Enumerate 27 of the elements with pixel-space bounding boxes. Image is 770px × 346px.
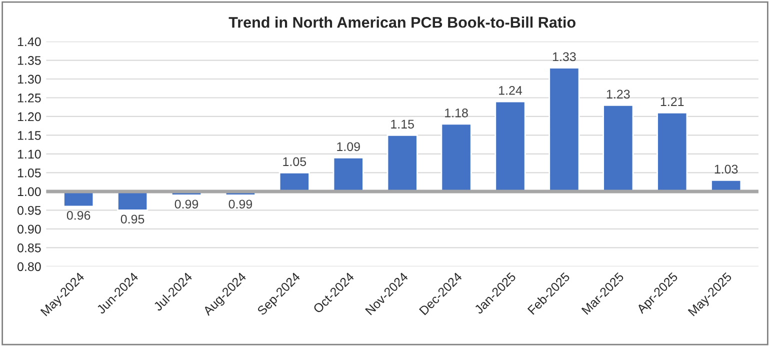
- chart-title: Trend in North American PCB Book-to-Bill Ratio: [228, 16, 576, 28]
- data-label: 1.21: [660, 97, 684, 106]
- data-label: 1.24: [499, 86, 522, 95]
- data-label: 1.09: [337, 142, 360, 152]
- data-label: 1.33: [552, 52, 576, 62]
- data-label: 1.15: [391, 120, 414, 129]
- y-tick-label: 0.80: [18, 262, 41, 272]
- y-tick-label: 0.85: [18, 243, 41, 252]
- data-label: 1.18: [445, 108, 468, 118]
- y-tick-label: 0.90: [18, 224, 41, 234]
- y-tick-label: 1.20: [18, 112, 41, 122]
- y-tick-label: 1.40: [18, 37, 41, 46]
- y-tick-label: 0.95: [18, 206, 41, 215]
- y-tick-label: 1.05: [18, 168, 41, 178]
- data-label: 0.99: [174, 200, 198, 209]
- data-label: 1.23: [606, 90, 630, 99]
- y-tick-label: 1.15: [18, 131, 41, 140]
- y-tick-label: 1.25: [18, 94, 41, 102]
- data-label: 0.96: [66, 210, 90, 220]
- data-label: 0.99: [228, 200, 252, 209]
- data-label: 1.03: [714, 164, 738, 174]
- y-tick-label: 1.00: [18, 187, 41, 196]
- y-tick-label: 1.35: [18, 56, 41, 65]
- y-tick-label: 1.10: [18, 150, 41, 159]
- data-label: 0.95: [120, 214, 144, 224]
- y-tick-label: 1.30: [18, 74, 41, 84]
- data-label: 1.05: [283, 157, 306, 166]
